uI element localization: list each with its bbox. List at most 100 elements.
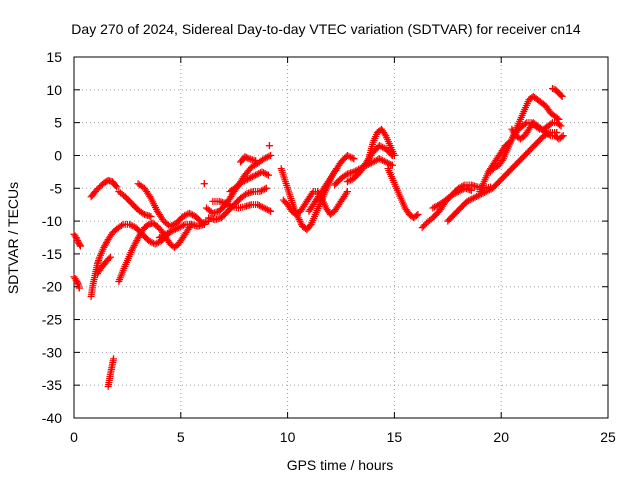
data-point (557, 122, 565, 130)
data-point (126, 220, 134, 228)
data-point (377, 142, 385, 150)
data-point (154, 238, 162, 246)
x-tick-label: 0 (70, 429, 78, 445)
data-point (132, 238, 140, 246)
data-point (467, 186, 475, 194)
data-point (74, 279, 82, 287)
data-point (182, 211, 190, 219)
data-point (371, 157, 379, 165)
data-point (260, 169, 268, 177)
data-point (252, 171, 260, 179)
data-point (146, 192, 154, 200)
data-point (105, 255, 113, 263)
y-tick-label: 0 (54, 147, 62, 163)
data-point (171, 225, 179, 233)
data-point (148, 238, 156, 246)
data-point (263, 206, 271, 214)
series-arc-26 (429, 184, 475, 212)
data-point (155, 234, 163, 241)
series-arc-7 (93, 253, 114, 278)
data-point (458, 186, 466, 194)
y-tick-label: -15 (42, 246, 62, 262)
data-point (257, 187, 265, 195)
data-point (248, 173, 256, 181)
series-arc-24 (384, 165, 422, 222)
data-point (129, 222, 137, 230)
series-arc-5 (87, 176, 121, 201)
data-point (479, 189, 487, 197)
data-point (133, 237, 141, 245)
data-point (222, 199, 230, 207)
data-point (456, 187, 464, 195)
data-point (267, 207, 275, 215)
data-point (185, 209, 193, 217)
x-tick-label: 15 (387, 429, 403, 445)
data-point (189, 211, 197, 219)
y-tick-label: -20 (42, 279, 62, 295)
data-point (162, 230, 170, 238)
data-point (200, 180, 208, 188)
data-point (106, 253, 114, 261)
data-point (239, 178, 247, 186)
data-point (382, 158, 390, 166)
data-point (375, 142, 383, 150)
data-point (345, 152, 353, 160)
y-axis-label: SDTVAR / TECUs (5, 182, 21, 294)
series-arc-3 (104, 355, 118, 390)
data-point (179, 221, 187, 229)
data-point (262, 184, 270, 192)
data-point (498, 156, 506, 164)
data-point (432, 202, 440, 210)
data-point (466, 196, 474, 204)
data-point (72, 234, 80, 241)
series-arc-14 (209, 197, 275, 215)
data-point (261, 185, 269, 193)
data-point (451, 189, 459, 197)
data-point (296, 217, 304, 225)
y-tick-label: -25 (42, 312, 62, 328)
data-point (453, 188, 461, 196)
series-arc-15 (226, 168, 272, 196)
x-tick-label: 5 (177, 429, 185, 445)
series-arc-9 (134, 180, 213, 230)
data-point (555, 115, 563, 123)
data-point (165, 229, 173, 237)
data-point (101, 242, 109, 250)
data-point (429, 204, 437, 212)
data-point (343, 188, 351, 196)
data-point (261, 170, 269, 178)
data-point (260, 204, 268, 212)
data-point (559, 132, 567, 140)
data-point (369, 158, 377, 166)
series-arc-23 (365, 125, 398, 163)
data-point (245, 174, 253, 182)
series-arc-2 (70, 273, 83, 292)
x-tick-label: 20 (493, 429, 509, 445)
data-point (118, 222, 126, 230)
data-point (471, 193, 479, 201)
data-point (468, 195, 476, 203)
series-arc-20 (305, 151, 358, 215)
data-point (259, 203, 267, 211)
data-point (385, 160, 393, 168)
data-point (129, 243, 137, 251)
data-point (264, 171, 272, 179)
data-point (129, 245, 137, 253)
data-point (474, 192, 482, 200)
data-point (157, 233, 165, 241)
series-arc-30 (508, 119, 567, 143)
data-point (372, 156, 380, 164)
data-point (178, 222, 186, 230)
data-point (147, 212, 155, 220)
data-point (463, 197, 471, 205)
data-point (254, 201, 262, 209)
data-point (548, 85, 556, 93)
data-point (414, 211, 422, 219)
data-point (262, 154, 270, 162)
data-point (556, 121, 564, 129)
data-point (127, 221, 135, 229)
series-arc-31 (548, 85, 566, 100)
data-point (257, 202, 265, 210)
data-point (256, 188, 264, 196)
